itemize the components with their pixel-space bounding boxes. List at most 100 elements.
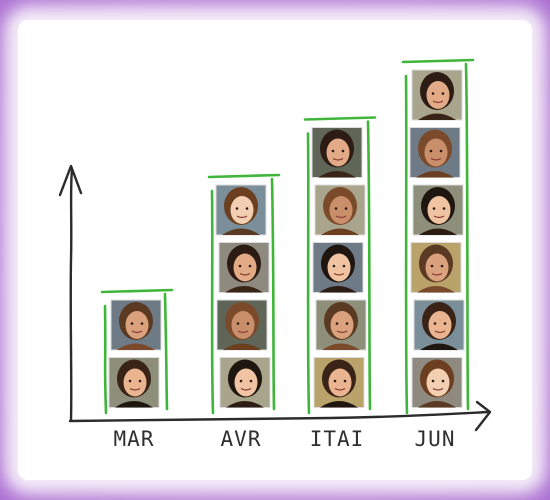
bar-outline xyxy=(303,116,377,415)
shoulders xyxy=(226,401,264,408)
eye-left xyxy=(433,322,437,325)
portrait-photo xyxy=(215,184,267,236)
portrait-photo xyxy=(409,127,461,178)
eye-left xyxy=(334,207,338,210)
smile xyxy=(431,272,443,276)
smile xyxy=(333,272,345,276)
face-shape xyxy=(123,368,147,397)
bar-avr xyxy=(207,173,281,415)
face-shape xyxy=(234,368,258,397)
portrait-photo xyxy=(218,242,270,293)
face-shape xyxy=(330,311,354,339)
smile xyxy=(239,272,251,276)
smile xyxy=(332,157,344,161)
eye-left xyxy=(238,264,242,268)
eye-left xyxy=(429,149,433,153)
smile xyxy=(240,387,252,391)
smile xyxy=(432,100,444,104)
eye-left xyxy=(332,264,336,268)
x-tick-label: ITAI xyxy=(310,427,365,451)
portrait-photo xyxy=(108,357,160,408)
face-shape xyxy=(428,311,452,339)
shoulders xyxy=(319,286,357,293)
eye-right xyxy=(344,207,348,210)
eye-left xyxy=(430,264,434,268)
eye-right xyxy=(443,322,447,325)
x-tick-labels: MAR AVR ITAI JUN xyxy=(114,427,456,451)
shoulders xyxy=(418,113,456,120)
bar-jun xyxy=(401,58,475,415)
portrait-photo xyxy=(311,127,363,178)
bar-outline xyxy=(401,58,475,415)
eye-left xyxy=(128,379,132,383)
shoulders xyxy=(420,343,458,350)
x-tick-label: JUN xyxy=(415,427,456,451)
shoulders xyxy=(225,286,263,293)
portrait-photo xyxy=(413,299,465,351)
face-shape xyxy=(231,311,255,339)
eye-right xyxy=(345,322,349,325)
shoulders xyxy=(417,286,455,293)
shoulders xyxy=(320,401,358,408)
bar-itai xyxy=(303,116,377,415)
face-shape xyxy=(233,253,257,282)
face-shape xyxy=(424,138,448,167)
eye-right xyxy=(248,264,252,268)
x-tick-label: MAR xyxy=(114,427,155,451)
shoulders xyxy=(419,228,457,235)
portrait-photo xyxy=(216,299,268,351)
smile xyxy=(434,330,446,334)
x-axis-arrowhead xyxy=(474,400,492,432)
portrait-photo xyxy=(412,184,464,236)
shoulders xyxy=(222,228,260,235)
eye-right xyxy=(342,264,346,268)
eye-left xyxy=(333,379,337,383)
portrait-photo xyxy=(219,357,271,408)
face-shape xyxy=(426,81,450,109)
smile xyxy=(433,215,445,219)
eye-right xyxy=(245,207,249,210)
face-shape xyxy=(329,196,353,224)
eye-right xyxy=(249,379,253,383)
eye-left xyxy=(431,379,435,383)
y-axis xyxy=(69,168,74,422)
eye-right xyxy=(341,149,345,153)
face-shape xyxy=(327,253,351,282)
shoulders xyxy=(115,401,153,408)
eye-left xyxy=(431,92,435,95)
face-shape xyxy=(328,368,352,397)
eye-right xyxy=(440,264,444,268)
portrait-photo xyxy=(411,357,463,408)
smile xyxy=(237,330,249,334)
portrait-photo xyxy=(314,184,366,236)
eye-right xyxy=(246,322,250,325)
face-shape xyxy=(427,196,451,224)
shoulders xyxy=(416,171,454,178)
smile xyxy=(334,387,346,391)
portrait-photo xyxy=(110,299,162,351)
portrait-photo xyxy=(315,299,367,351)
bar-outline xyxy=(207,173,281,415)
eye-left xyxy=(335,322,339,325)
bar-mar xyxy=(100,288,174,415)
eye-right xyxy=(442,207,446,210)
face-shape xyxy=(425,253,449,282)
eye-left xyxy=(235,207,239,210)
shoulders xyxy=(321,228,359,235)
face-shape xyxy=(326,138,350,167)
smile xyxy=(131,330,143,334)
y-axis-arrowhead xyxy=(58,164,83,197)
face-shape xyxy=(125,311,149,339)
eye-left xyxy=(130,322,134,325)
smile xyxy=(129,387,141,391)
x-tick-label: AVR xyxy=(221,427,262,451)
shoulders xyxy=(117,343,155,350)
eye-right xyxy=(140,322,144,325)
face-shape xyxy=(426,368,450,397)
eye-right xyxy=(439,149,443,153)
x-axis xyxy=(68,410,490,423)
smile xyxy=(236,215,248,219)
eye-left xyxy=(239,379,243,383)
